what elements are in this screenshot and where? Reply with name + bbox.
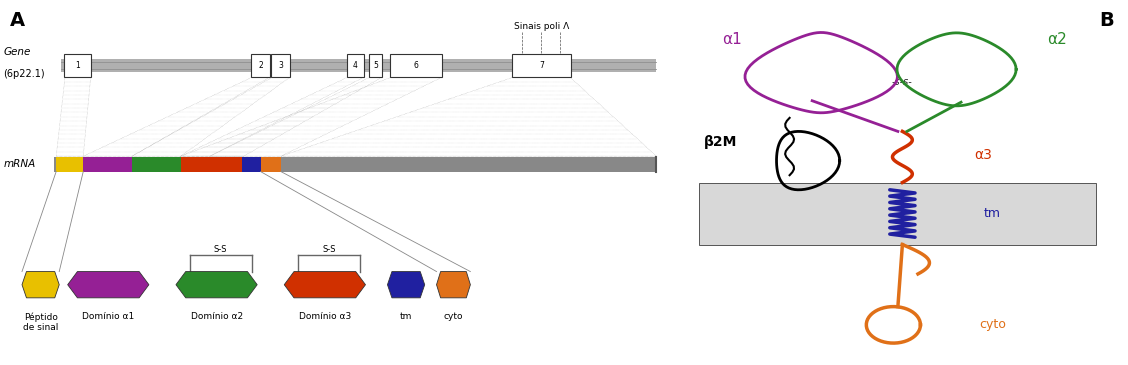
FancyBboxPatch shape bbox=[252, 54, 270, 77]
Text: -s-s-: -s-s- bbox=[892, 77, 913, 87]
Text: Domínio α2: Domínio α2 bbox=[191, 312, 243, 322]
Bar bbox=[261, 157, 281, 172]
Text: mRNA: mRNA bbox=[3, 159, 36, 169]
Polygon shape bbox=[284, 272, 365, 298]
Text: 4: 4 bbox=[353, 61, 358, 70]
Text: α3: α3 bbox=[975, 148, 993, 162]
Bar bbox=[699, 182, 1096, 245]
Bar bbox=[180, 157, 241, 172]
Polygon shape bbox=[23, 272, 59, 298]
Polygon shape bbox=[68, 272, 149, 298]
Text: Gene: Gene bbox=[3, 47, 30, 57]
FancyBboxPatch shape bbox=[390, 54, 442, 77]
FancyBboxPatch shape bbox=[64, 54, 91, 77]
Text: 1: 1 bbox=[76, 61, 80, 70]
FancyBboxPatch shape bbox=[346, 54, 364, 77]
Text: cyto: cyto bbox=[979, 318, 1006, 331]
Text: cyto: cyto bbox=[443, 312, 464, 322]
Polygon shape bbox=[437, 272, 470, 298]
Text: B: B bbox=[1100, 11, 1114, 30]
Text: 7: 7 bbox=[539, 61, 544, 70]
Bar bbox=[54, 157, 656, 172]
Text: α1: α1 bbox=[722, 32, 742, 47]
Bar bbox=[61, 59, 656, 72]
Text: 3: 3 bbox=[279, 61, 283, 70]
Text: Domínio α1: Domínio α1 bbox=[82, 312, 134, 322]
Polygon shape bbox=[388, 272, 424, 298]
Text: Sinais poli Λ: Sinais poli Λ bbox=[514, 22, 569, 31]
Text: α2: α2 bbox=[1047, 32, 1067, 47]
FancyBboxPatch shape bbox=[272, 54, 290, 77]
Text: 2: 2 bbox=[258, 61, 263, 70]
Text: 5: 5 bbox=[373, 61, 378, 70]
Text: tm: tm bbox=[984, 207, 1001, 220]
Text: β2M: β2M bbox=[704, 135, 738, 149]
Text: 6: 6 bbox=[414, 61, 418, 70]
Text: S-S: S-S bbox=[323, 245, 336, 254]
Bar bbox=[83, 157, 132, 172]
Bar bbox=[56, 157, 83, 172]
FancyBboxPatch shape bbox=[369, 54, 382, 77]
FancyBboxPatch shape bbox=[512, 54, 571, 77]
Text: tm: tm bbox=[400, 312, 412, 322]
Text: S-S: S-S bbox=[214, 245, 228, 254]
Bar bbox=[241, 157, 261, 172]
Text: Péptido
de sinal: Péptido de sinal bbox=[23, 312, 59, 333]
Text: Domínio α3: Domínio α3 bbox=[299, 312, 351, 322]
Text: A: A bbox=[10, 11, 25, 30]
Bar bbox=[132, 157, 180, 172]
Polygon shape bbox=[176, 272, 257, 298]
Text: (6p22.1): (6p22.1) bbox=[3, 69, 45, 78]
